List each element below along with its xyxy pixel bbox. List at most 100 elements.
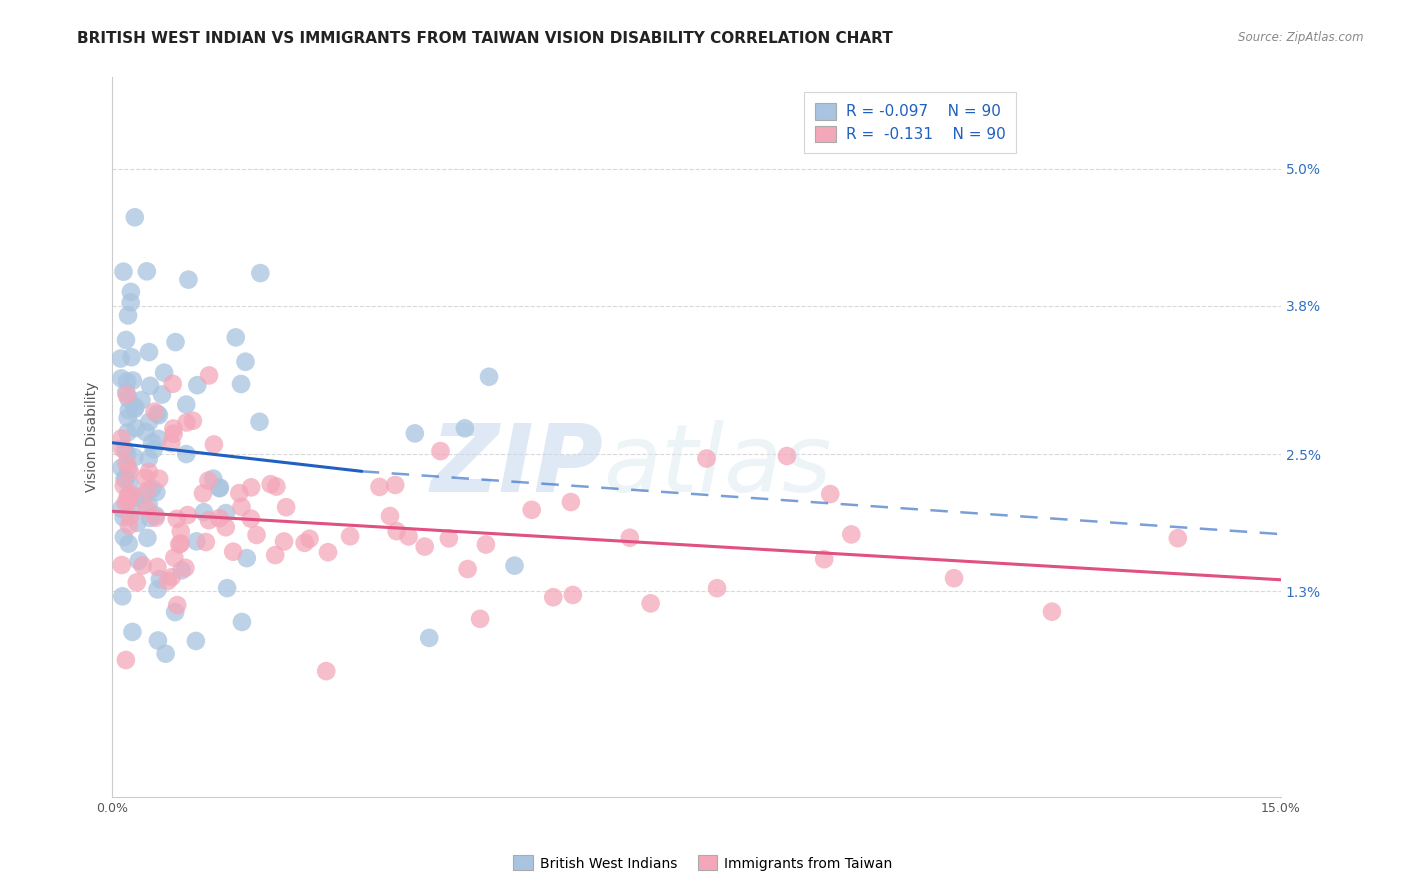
- Point: [174, 398, 197, 412]
- Point: [191, 486, 214, 500]
- Point: [153, 366, 176, 380]
- Point: [135, 501, 157, 516]
- Point: [118, 464, 141, 478]
- Point: [141, 435, 163, 450]
- Point: [170, 524, 193, 539]
- Point: [316, 545, 339, 559]
- Point: [385, 524, 408, 539]
- Point: [115, 456, 138, 470]
- Point: [124, 400, 146, 414]
- Point: [139, 379, 162, 393]
- Point: [138, 345, 160, 359]
- Point: [165, 605, 187, 619]
- Point: [478, 369, 501, 384]
- Point: [197, 474, 219, 488]
- Point: [118, 509, 141, 524]
- Point: [166, 598, 188, 612]
- Point: [124, 211, 146, 225]
- Point: [117, 425, 139, 440]
- Point: [112, 510, 135, 524]
- Y-axis label: Vision Disability: Vision Disability: [86, 382, 100, 492]
- Point: [114, 495, 136, 509]
- Point: [131, 393, 153, 408]
- Point: [111, 590, 134, 604]
- Point: [706, 581, 728, 595]
- Point: [215, 520, 238, 534]
- Point: [136, 531, 159, 545]
- Point: [166, 512, 188, 526]
- Point: [165, 335, 187, 350]
- Point: [231, 500, 253, 514]
- Point: [167, 537, 190, 551]
- Point: [128, 554, 150, 568]
- Point: [225, 330, 247, 344]
- Point: [149, 572, 172, 586]
- Point: [208, 481, 231, 495]
- Point: [398, 529, 420, 543]
- Point: [170, 563, 193, 577]
- Point: [177, 508, 200, 522]
- Point: [146, 560, 169, 574]
- Point: [1167, 531, 1189, 545]
- Point: [943, 571, 966, 585]
- Point: [561, 588, 583, 602]
- Text: BRITISH WEST INDIAN VS IMMIGRANTS FROM TAIWAN VISION DISABILITY CORRELATION CHAR: BRITISH WEST INDIAN VS IMMIGRANTS FROM T…: [77, 31, 893, 46]
- Point: [162, 426, 184, 441]
- Text: atlas: atlas: [603, 420, 831, 511]
- Point: [162, 376, 184, 391]
- Point: [813, 552, 835, 566]
- Point: [121, 350, 143, 364]
- Point: [404, 426, 426, 441]
- Point: [124, 402, 146, 417]
- Point: [174, 447, 197, 461]
- Point: [115, 385, 138, 400]
- Point: [138, 465, 160, 479]
- Text: ZIP: ZIP: [430, 420, 603, 512]
- Point: [198, 368, 221, 383]
- Point: [155, 647, 177, 661]
- Point: [468, 612, 491, 626]
- Point: [124, 450, 146, 465]
- Point: [202, 437, 225, 451]
- Point: [115, 471, 138, 485]
- Point: [236, 551, 259, 566]
- Point: [194, 535, 217, 549]
- Text: Source: ZipAtlas.com: Source: ZipAtlas.com: [1239, 31, 1364, 45]
- Point: [115, 388, 138, 402]
- Point: [146, 633, 169, 648]
- Legend: British West Indians, Immigrants from Taiwan: British West Indians, Immigrants from Ta…: [508, 850, 898, 876]
- Point: [560, 495, 582, 509]
- Point: [174, 561, 197, 575]
- Point: [117, 447, 139, 461]
- Point: [117, 410, 139, 425]
- Point: [142, 442, 165, 457]
- Point: [266, 479, 288, 493]
- Point: [110, 460, 132, 475]
- Point: [112, 265, 135, 279]
- Point: [170, 536, 193, 550]
- Point: [143, 404, 166, 418]
- Point: [235, 355, 257, 369]
- Point: [148, 472, 170, 486]
- Point: [134, 471, 156, 485]
- Point: [368, 480, 391, 494]
- Point: [163, 550, 186, 565]
- Point: [695, 451, 717, 466]
- Point: [249, 415, 271, 429]
- Point: [114, 442, 136, 457]
- Point: [138, 451, 160, 466]
- Point: [145, 510, 167, 524]
- Point: [228, 486, 250, 500]
- Point: [110, 371, 132, 385]
- Point: [208, 511, 231, 525]
- Point: [121, 624, 143, 639]
- Point: [475, 537, 498, 551]
- Point: [118, 403, 141, 417]
- Point: [138, 415, 160, 429]
- Point: [384, 478, 406, 492]
- Point: [112, 530, 135, 544]
- Point: [208, 481, 231, 495]
- Point: [146, 582, 169, 597]
- Point: [139, 511, 162, 525]
- Point: [117, 309, 139, 323]
